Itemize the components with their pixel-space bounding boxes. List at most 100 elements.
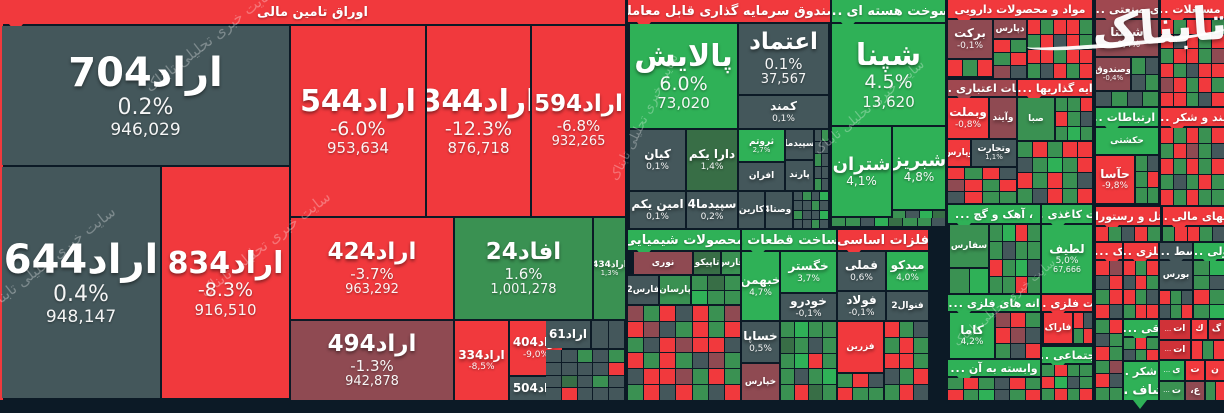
stock-tile-small[interactable] [660,337,676,353]
stock-tile-small[interactable] [885,385,899,400]
stock-tile-small[interactable] [1147,188,1158,203]
section-header-realestate[interactable]: ...و مستغلات [1161,0,1224,18]
stock-tile-small[interactable] [1194,290,1209,304]
stock-tile-small[interactable] [1002,242,1015,259]
stock-tile-small[interactable] [609,350,624,362]
section-header-sugar[interactable]: ...قند و شکر [1161,108,1224,126]
stock-tile-small[interactable] [1018,142,1032,157]
stock-tile-small[interactable] [1161,190,1173,205]
stock-tile[interactable]: پالایش 6.0% 73,020 [630,24,737,128]
stock-tile-small[interactable] [1010,378,1025,389]
stock-tile-small[interactable] [708,276,724,290]
stock-tile-small[interactable] [811,201,820,210]
stock-tile-small[interactable] [899,322,914,337]
stock-tile[interactable]: خساپا 0,5% [742,322,779,362]
stock-tile-small[interactable] [1074,313,1083,328]
stock-tile-small[interactable] [914,369,928,385]
stock-tile-small[interactable] [1080,34,1092,49]
stock-tile[interactable]: ن [1206,361,1224,380]
stock-tile-small[interactable] [644,321,660,337]
stock-tile-small[interactable] [724,353,740,369]
stock-tile-small[interactable] [1186,143,1199,159]
section-header-social[interactable]: ...اجتماعی [1042,347,1092,363]
stock-tile-small[interactable] [1186,159,1199,174]
section-header-industrial[interactable]: ...ای صنعتی [1096,0,1158,18]
stock-tile-small[interactable] [660,306,676,321]
stock-tile-small[interactable] [1042,377,1054,388]
stock-tile-small[interactable] [994,66,1010,78]
stock-tile-small[interactable] [1083,328,1092,343]
stock-tile-small[interactable] [1194,275,1209,289]
stock-tile[interactable]: فملی 0,6% [838,252,885,290]
stock-tile-small[interactable] [1212,143,1224,159]
stock-tile-small[interactable] [1068,112,1080,126]
stock-tile[interactable]: وصندوق -0,4% [1096,58,1130,90]
stock-tile-small[interactable] [1199,34,1212,48]
stock-tile-small[interactable] [577,350,593,362]
stock-tile-small[interactable] [948,192,965,203]
stock-tile-small[interactable] [1124,304,1135,318]
stock-tile[interactable]: ... ات [1160,320,1190,339]
stock-tile[interactable]: وپارس [948,140,970,166]
stock-tile-small[interactable] [660,321,676,337]
stock-tile-small[interactable] [899,353,914,369]
stock-tile-small[interactable] [1161,92,1173,106]
stock-tile-small[interactable] [1033,157,1047,172]
stock-tile-small[interactable] [1148,227,1160,241]
stock-tile[interactable]: اوصتا4 [766,192,792,228]
stock-tile-small[interactable] [1080,20,1092,34]
stock-tile-small[interactable] [1145,74,1158,90]
stock-tile-small[interactable] [1010,66,1026,78]
stock-tile-small[interactable] [1212,20,1224,34]
stock-tile-small[interactable] [1173,63,1186,77]
stock-tile-small[interactable] [1068,98,1080,112]
stock-tile-small[interactable] [906,211,919,218]
stock-tile-small[interactable] [1136,172,1147,187]
stock-tile-small[interactable] [1028,242,1040,259]
stock-tile-small[interactable] [781,337,794,353]
stock-tile-small[interactable] [1173,143,1186,159]
stock-tile-small[interactable] [1028,49,1040,64]
stock-tile-small[interactable] [628,321,644,337]
stock-tile-small[interactable] [1147,172,1158,187]
stock-tile-small[interactable] [1018,173,1032,188]
stock-tile-small[interactable] [1015,242,1028,259]
stock-tile-small[interactable] [1212,49,1224,63]
stock-tile-small[interactable] [820,192,828,201]
section-header-related[interactable]: ... وابسته به آن [948,360,1040,376]
stock-tile-small[interactable] [822,142,828,154]
section-header-etf[interactable]: صندوق سرمایه گذاری قابل معامله [628,0,830,22]
section-header-invest[interactable]: ... ایه گذاریها [1018,80,1092,96]
stock-tile-small[interactable] [1063,173,1077,188]
stock-tile-small[interactable] [1209,275,1224,289]
stock-tile-small[interactable] [1033,142,1047,157]
stock-tile-small[interactable] [1212,78,1224,92]
stock-tile-small[interactable] [811,192,820,201]
stock-tile-small[interactable] [1078,188,1092,203]
stock-tile-small[interactable] [802,210,811,219]
stock-tile-small[interactable] [965,180,982,191]
stock-tile-small[interactable] [644,353,660,369]
stock-tile-small[interactable] [1173,92,1186,106]
stock-tile-small[interactable] [692,369,708,385]
stock-tile-small[interactable] [724,385,740,400]
stock-tile[interactable]: ... ت [1160,382,1184,400]
stock-tile-small[interactable] [1109,290,1122,304]
stock-tile-small[interactable] [660,385,676,400]
stock-tile-small[interactable] [1041,34,1053,49]
stock-tile-small[interactable] [950,269,969,293]
stock-tile-small[interactable] [1161,143,1173,159]
stock-tile[interactable]: فارس [722,252,740,274]
stock-tile-small[interactable] [724,306,740,321]
stock-tile[interactable]: افران [739,163,784,190]
stock-tile-small[interactable] [1186,92,1199,106]
stock-tile-small[interactable] [1028,259,1040,276]
stock-tile-small[interactable] [1173,34,1186,48]
stock-tile-small[interactable] [1160,305,1170,318]
stock-tile-small[interactable] [823,337,836,353]
stock-tile-small[interactable] [1080,389,1092,400]
stock-tile[interactable]: ك [1192,320,1207,339]
stock-tile-small[interactable] [1026,328,1040,343]
stock-tile-small[interactable] [1028,64,1040,78]
stock-tile-small[interactable] [1067,34,1079,49]
